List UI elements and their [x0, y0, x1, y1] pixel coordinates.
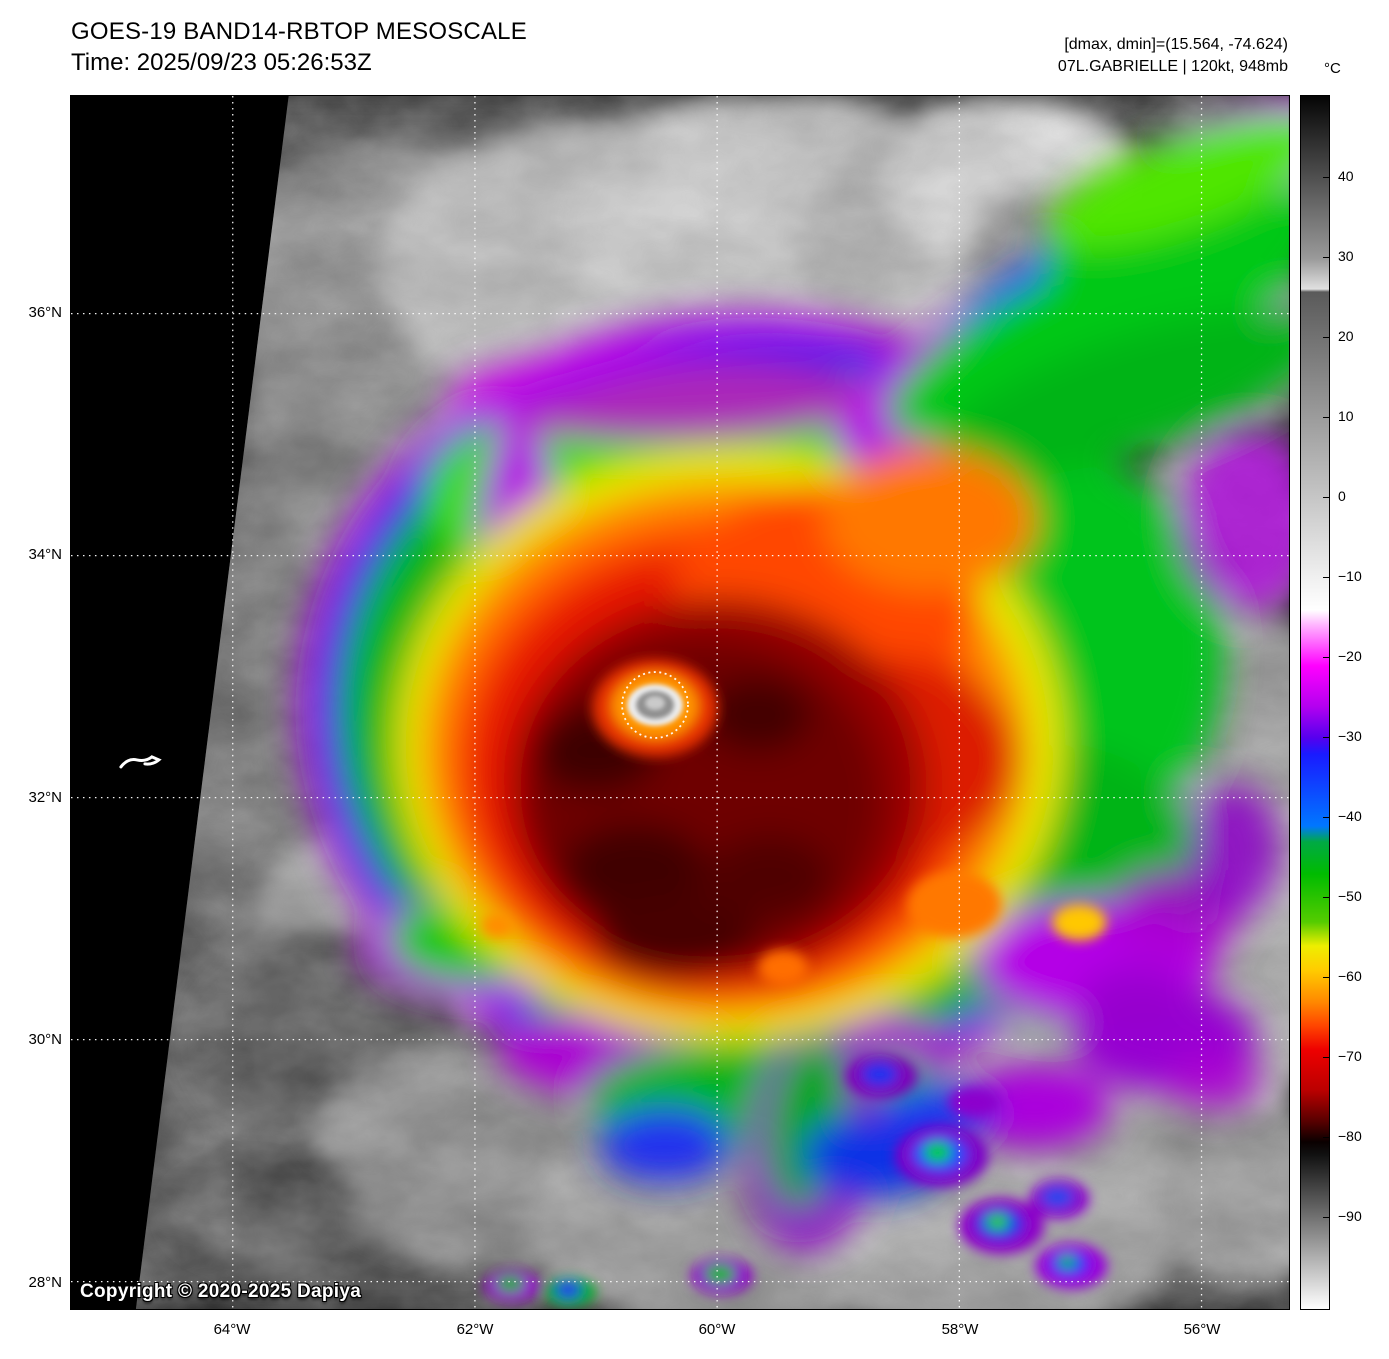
- colorbar-tick-30: 30: [1338, 248, 1354, 264]
- colorbar-tick-m60: −60: [1338, 968, 1362, 984]
- colorbar-tick-mark: [1323, 737, 1329, 738]
- lon-label-56w: 56°W: [1183, 1321, 1221, 1338]
- colorbar-tick-mark: [1323, 1057, 1329, 1058]
- lat-lon-gridlines: [71, 96, 1289, 1309]
- map-plot-area: [70, 95, 1290, 1310]
- lat-label-28n: 28°N: [28, 1274, 62, 1291]
- satellite-imagery: [71, 96, 1289, 1309]
- header-info-block: [dmax, dmin]=(15.564, -74.624) 07L.GABRI…: [1058, 34, 1288, 78]
- lat-label-30n: 30°N: [28, 1031, 62, 1048]
- storm-detail-blobs: [481, 659, 1108, 1307]
- product-timestamp: Time: 2025/09/23 05:26:53Z: [71, 49, 372, 76]
- colorbar-tick-mark: [1323, 577, 1329, 578]
- colorbar-tick-20: 20: [1338, 328, 1354, 344]
- lat-label-36n: 36°N: [28, 304, 62, 321]
- colorbar-unit-label: °C: [1324, 60, 1341, 77]
- colorbar-tick-mark: [1323, 497, 1329, 498]
- colorbar-tick-m10: −10: [1338, 568, 1362, 584]
- colorbar-tick-m80: −80: [1338, 1128, 1362, 1144]
- bermuda-coastline: [119, 755, 162, 769]
- colorbar-tick-mark: [1323, 417, 1329, 418]
- scanned-imagery-region: [135, 96, 1289, 1309]
- colorbar-tick-40: 40: [1338, 168, 1354, 184]
- colorbar-tick-10: 10: [1338, 408, 1354, 424]
- product-title: GOES-19 BAND14-RBTOP MESOSCALE: [71, 18, 527, 45]
- dmax-dmin-readout: [dmax, dmin]=(15.564, -74.624): [1064, 36, 1288, 53]
- hurricane-eye: [621, 671, 689, 739]
- colorbar-tick-mark: [1323, 817, 1329, 818]
- colorbar-tick-m50: −50: [1338, 888, 1362, 904]
- colorbar-tick-mark: [1323, 337, 1329, 338]
- lat-label-34n: 34°N: [28, 546, 62, 563]
- colorbar-tick-mark: [1323, 977, 1329, 978]
- colorbar-tick-m20: −20: [1338, 648, 1362, 664]
- colorbar-tick-mark: [1323, 177, 1329, 178]
- lon-label-62w: 62°W: [456, 1321, 494, 1338]
- colorbar-tick-mark: [1323, 1137, 1329, 1138]
- temperature-colorbar: [1300, 95, 1330, 1310]
- lon-label-64w: 64°W: [213, 1321, 251, 1338]
- colorbar-tick-mark: [1323, 657, 1329, 658]
- lon-label-60w: 60°W: [698, 1321, 736, 1338]
- colorbar-tick-mark: [1323, 1217, 1329, 1218]
- colorbar-tick-0: 0: [1338, 488, 1346, 504]
- lat-label-32n: 32°N: [28, 789, 62, 806]
- storm-intensity-readout: 07L.GABRIELLE | 120kt, 948mb: [1057, 58, 1288, 75]
- colorbar-tick-mark: [1323, 897, 1329, 898]
- colorbar-tick-m70: −70: [1338, 1048, 1362, 1064]
- colorbar-tick-m40: −40: [1338, 808, 1362, 824]
- eye-marker-ring: [621, 671, 689, 739]
- lon-label-58w: 58°W: [941, 1321, 979, 1338]
- colorbar-tick-m30: −30: [1338, 728, 1362, 744]
- colorbar-tick-mark: [1323, 257, 1329, 258]
- colorbar-tick-m90: −90: [1338, 1208, 1362, 1224]
- copyright-watermark: Copyright © 2020-2025 Dapiya: [80, 1281, 362, 1302]
